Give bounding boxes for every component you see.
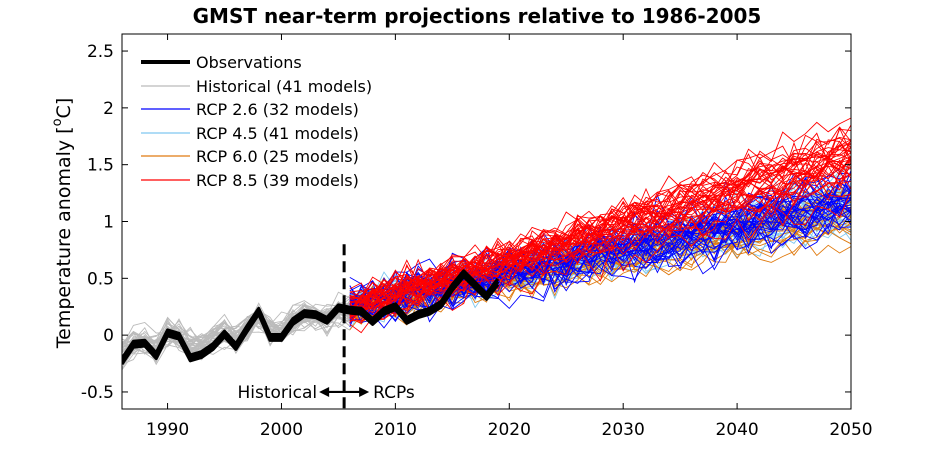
- x-tick-label: 2010: [374, 420, 417, 440]
- x-tick-label: 2020: [488, 420, 531, 440]
- x-tick-label: 2000: [260, 420, 303, 440]
- legend-label-historical: Historical (41 models): [196, 77, 372, 96]
- rcp-model-line: [349, 126, 851, 310]
- legend-label-rcp26: RCP 2.6 (32 models): [196, 100, 359, 119]
- rcp-model-line: [349, 161, 851, 313]
- observations-line: [122, 275, 500, 365]
- rcp-model-lines: [349, 117, 851, 334]
- rcp-model-line: [349, 159, 851, 303]
- rcp-model-line: [349, 161, 851, 305]
- y-tick-label: -0.5: [81, 383, 114, 403]
- rcp-model-line: [349, 137, 851, 310]
- x-tick-label: 2050: [829, 420, 872, 440]
- y-tick-label: 0.5: [87, 269, 114, 289]
- annotation-historical: Historical: [237, 383, 317, 403]
- plot-area: [122, 34, 851, 409]
- arrow-left-head-icon: [319, 386, 330, 397]
- y-tick-label: 2.5: [87, 42, 114, 62]
- legend-label-rcp85: RCP 8.5 (39 models): [196, 171, 359, 190]
- x-tick-label: 1990: [146, 420, 189, 440]
- legend-label-rcp45: RCP 4.5 (41 models): [196, 124, 359, 143]
- observations-line: [122, 269, 500, 360]
- rcp-model-line: [349, 210, 851, 320]
- rcp-model-line: [349, 168, 851, 321]
- arrow-right-head-icon: [359, 386, 370, 397]
- axes: 1990 2000 2010 2020 2030 2040 2050 -0.5 0 0.5 1 1.5…: [81, 33, 873, 440]
- chart-title: GMST near-term projections relative to 1…: [193, 4, 762, 28]
- legend: Observations Historical (41 models) RCP …: [141, 53, 372, 190]
- y-tick-label: 0: [103, 326, 114, 346]
- rcp-model-line: [349, 156, 851, 315]
- rcp-model-line: [349, 180, 851, 311]
- y-axis-label: Temperature anomaly [oC]: [50, 98, 75, 350]
- rcp-model-line: [349, 177, 851, 319]
- rcp-model-line: [349, 137, 851, 314]
- annotation-rcps: RCPs: [373, 383, 415, 403]
- legend-label-observations: Observations: [196, 53, 302, 72]
- x-tick-label: 2030: [602, 420, 645, 440]
- observations-lines: [122, 269, 500, 365]
- y-tick-label: 2: [103, 99, 114, 119]
- rcp-model-line: [349, 139, 851, 300]
- rcp-model-line: [349, 139, 851, 317]
- period-annotation: Historical RCPs: [237, 383, 414, 403]
- y-tick-label: 1.5: [87, 156, 114, 176]
- x-tick-label: 2040: [715, 420, 758, 440]
- y-tick-label: 1: [103, 213, 114, 233]
- historical-model-line: [122, 300, 351, 354]
- legend-label-rcp60: RCP 6.0 (25 models): [196, 147, 359, 166]
- rcp-model-line: [349, 132, 851, 313]
